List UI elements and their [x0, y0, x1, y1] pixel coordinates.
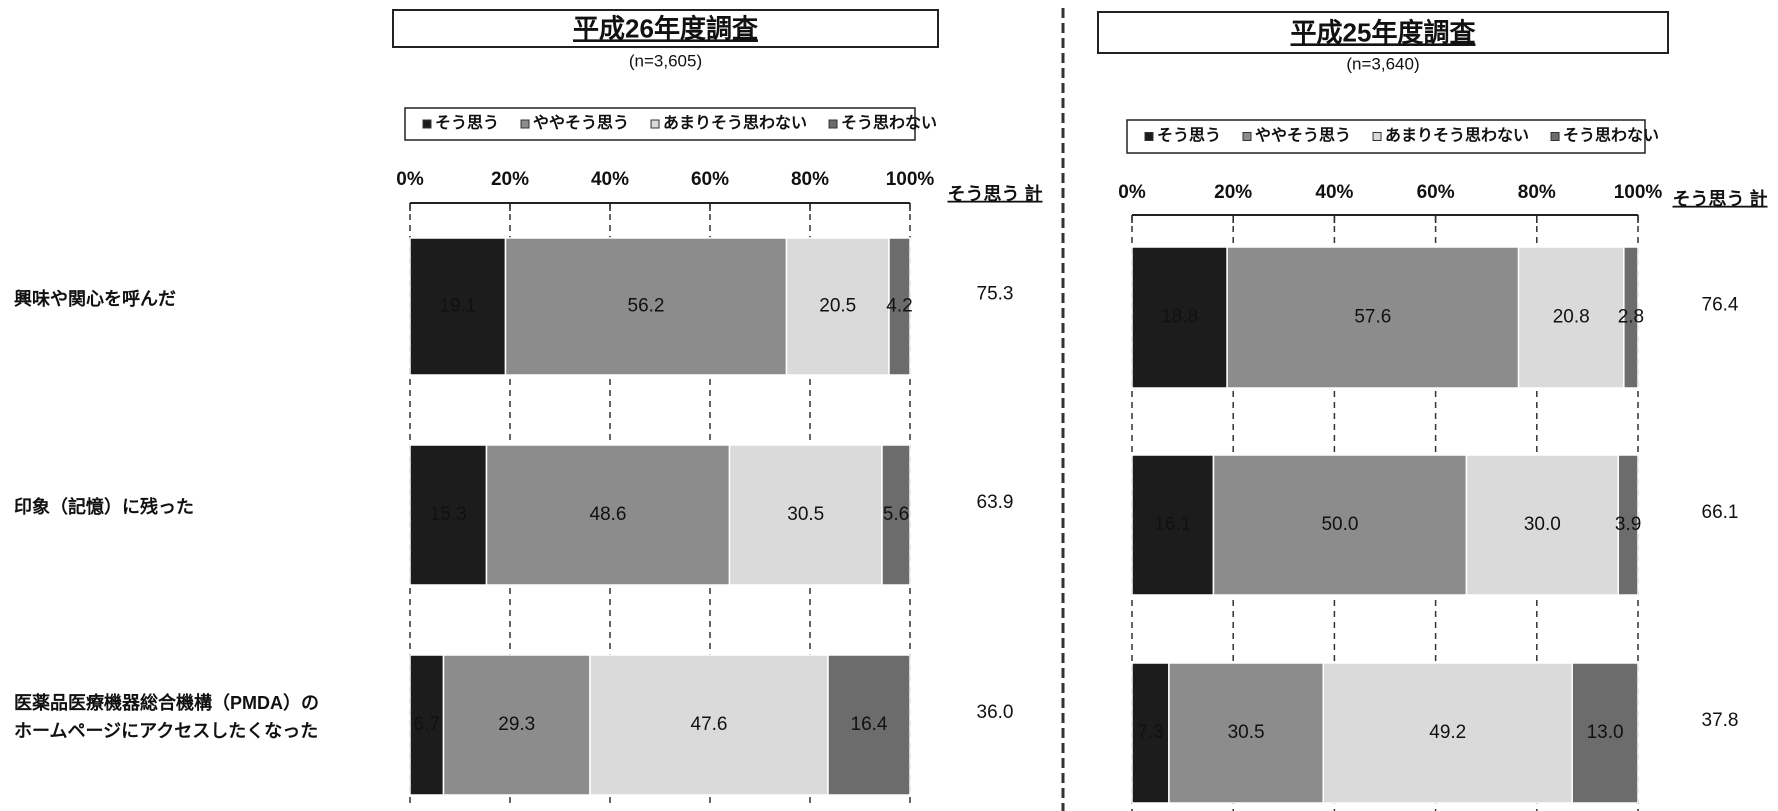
x-tick-label: 40%: [1315, 182, 1353, 203]
legend-label: あまりそう思わない: [663, 114, 807, 132]
legend-marker: [828, 119, 838, 129]
bar-value-label: 29.3: [498, 714, 535, 735]
bar-value-label: 49.2: [1429, 722, 1466, 743]
category-label: 医薬品医療機器総合機構（PMDA）の ホームページにアクセスしたくなった: [14, 693, 319, 741]
bar-value-label: 15.3: [430, 504, 467, 525]
x-tick-label: 100%: [1614, 182, 1663, 203]
bar-segment: [1131, 246, 1228, 389]
bar-value-label: 48.6: [590, 504, 627, 525]
bar-value-label: 6.7: [414, 714, 440, 735]
bar-segment: [1623, 246, 1639, 389]
bar-value-label: 4.2: [886, 296, 912, 317]
chart-subtitle: (n=3,605): [629, 51, 702, 70]
bar-value-label: 13.0: [1587, 722, 1624, 743]
legend-label: ややそう思う: [1255, 127, 1351, 145]
legend-label: ややそう思う: [533, 114, 629, 132]
category-label: 印象（記憶）に残った: [14, 497, 194, 517]
total-header: そう思う 計: [947, 183, 1042, 204]
x-tick-label: 20%: [491, 169, 529, 190]
total-value: 75.3: [977, 284, 1014, 305]
legend-label: そう思う: [1157, 127, 1221, 145]
bar-value-label: 56.2: [628, 296, 665, 317]
x-tick-label: 40%: [591, 169, 629, 190]
title-box: [392, 9, 939, 48]
bar-segment: [409, 444, 488, 586]
legend-label: そう思う: [435, 114, 499, 132]
bar-segment: [785, 237, 890, 376]
bar-segment: [504, 237, 788, 376]
title-box: [1097, 11, 1669, 54]
chart-subtitle: (n=3,640): [1346, 54, 1419, 73]
bar-value-label: 30.5: [1228, 722, 1265, 743]
x-tick-label: 0%: [396, 169, 424, 190]
bar-value-label: 5.6: [883, 504, 909, 525]
bar-segment: [881, 444, 911, 586]
bar-segment: [1212, 454, 1468, 596]
bar-segment: [485, 444, 731, 586]
bar-value-label: 30.5: [787, 504, 824, 525]
legend-label: そう思わない: [841, 114, 937, 132]
chart-title: 平成25年度調査: [1291, 17, 1476, 47]
category-label: 興味や関心を呼んだ: [14, 288, 176, 309]
bar-segment: [1517, 246, 1625, 389]
total-value: 63.9: [977, 492, 1014, 513]
x-tick-label: 60%: [1417, 182, 1455, 203]
bar-segment: [1168, 662, 1325, 804]
bar-value-label: 20.8: [1553, 307, 1590, 328]
x-tick-label: 100%: [886, 169, 935, 190]
x-tick-label: 0%: [1118, 182, 1146, 203]
bar-segment: [1571, 662, 1639, 804]
legend-marker: [422, 119, 432, 129]
bar-value-label: 20.5: [819, 296, 856, 317]
legend-label: そう思わない: [1563, 127, 1659, 145]
total-value: 66.1: [1702, 502, 1739, 523]
bar-value-label: 19.1: [439, 296, 476, 317]
x-tick-label: 60%: [691, 169, 729, 190]
bar-value-label: 3.9: [1615, 514, 1641, 535]
legend-marker: [1144, 132, 1154, 141]
bar-value-label: 2.8: [1618, 307, 1644, 328]
bar-segment: [1617, 454, 1639, 596]
bar-segment: [888, 237, 911, 376]
x-tick-label: 80%: [791, 169, 829, 190]
total-value: 76.4: [1702, 295, 1739, 316]
legend-marker: [650, 119, 660, 129]
bar-value-label: 30.0: [1524, 514, 1561, 535]
bar-value-label: 7.3: [1137, 722, 1163, 743]
bar-value-label: 57.6: [1354, 307, 1391, 328]
bar-segment: [409, 237, 507, 376]
total-header: そう思う 計: [1672, 188, 1767, 209]
bar-segment: [1322, 662, 1573, 804]
legend-marker: [520, 119, 530, 129]
bar-segment: [1131, 454, 1215, 596]
bar-segment: [409, 654, 445, 796]
bar-value-label: 47.6: [691, 714, 728, 735]
bar-value-label: 18.8: [1161, 307, 1198, 328]
legend-marker: [1372, 132, 1382, 141]
bar-value-label: 50.0: [1321, 514, 1358, 535]
bar-value-label: 16.4: [851, 714, 888, 735]
bar-segment: [728, 444, 883, 586]
x-tick-label: 20%: [1214, 182, 1252, 203]
bar-value-label: 16.1: [1154, 514, 1191, 535]
legend-marker: [1242, 132, 1252, 141]
bar-segment: [827, 654, 911, 796]
legend-marker: [1550, 132, 1560, 141]
legend-label: あまりそう思わない: [1385, 127, 1529, 145]
bar-segment: [1226, 246, 1520, 389]
total-value: 36.0: [977, 702, 1014, 723]
x-tick-label: 80%: [1518, 182, 1556, 203]
chart-title: 平成26年度調査: [573, 13, 758, 43]
bar-segment: [442, 654, 591, 796]
bar-segment: [589, 654, 829, 796]
total-value: 37.8: [1702, 710, 1739, 731]
